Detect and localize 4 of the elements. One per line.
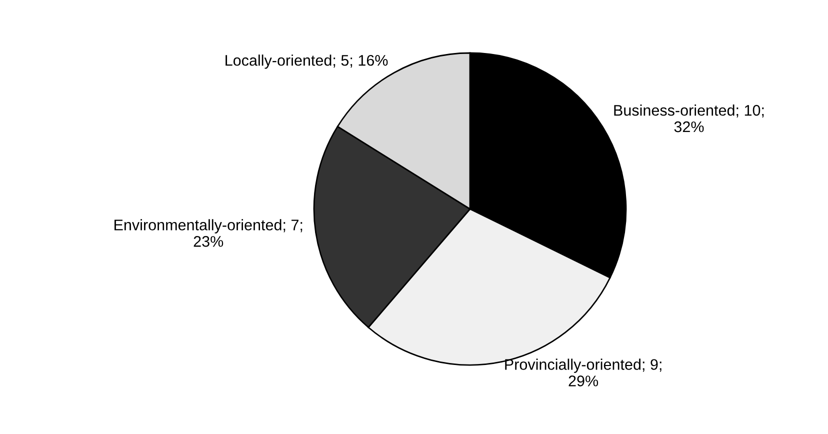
slice-label: Provincially-oriented; 9; 29% [505, 358, 662, 386]
slice-label: Business-oriented; 10; 32% [614, 104, 764, 132]
slice-label: Locally-oriented; 5; 16% [226, 54, 388, 69]
slice-label: Environmentally-oriented; 7; 23% [114, 219, 302, 247]
